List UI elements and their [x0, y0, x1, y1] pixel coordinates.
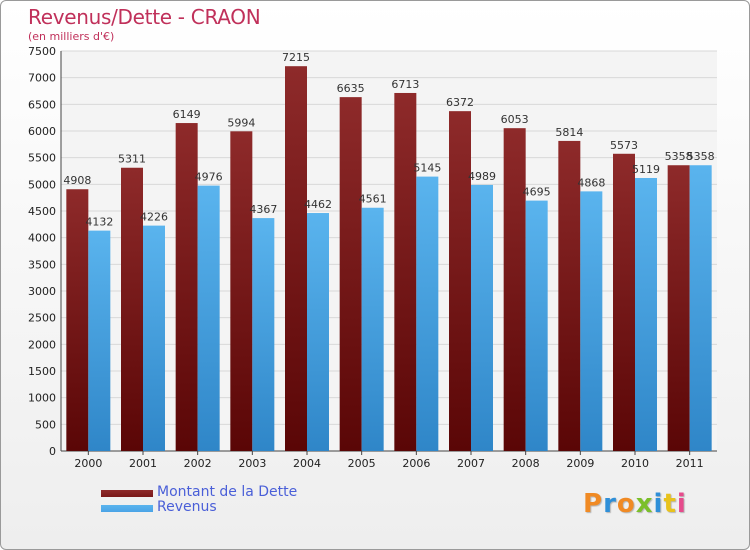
logo-letter: t	[663, 489, 677, 519]
data-label-dette: 5814	[555, 126, 583, 139]
data-label-revenus: 5119	[632, 163, 660, 176]
logo-letter: r	[603, 489, 617, 519]
bar-revenus	[307, 213, 329, 451]
proxiti-logo: Proxiti	[583, 489, 687, 519]
y-tick-label: 2000	[28, 338, 56, 351]
data-label-dette: 4908	[63, 174, 91, 187]
legend-label-revenus: Revenus	[157, 499, 217, 515]
data-label-revenus: 4868	[577, 176, 605, 189]
data-label-dette: 5311	[118, 153, 146, 166]
y-tick-label: 3500	[28, 258, 56, 271]
x-tick-label: 2009	[566, 457, 594, 470]
data-label-revenus: 4561	[359, 193, 387, 206]
x-tick-label: 2008	[512, 457, 540, 470]
x-tick-label: 2011	[676, 457, 704, 470]
data-label-dette: 5358	[665, 150, 693, 163]
x-tick-label: 2002	[184, 457, 212, 470]
data-label-dette: 6635	[337, 82, 365, 95]
bar-revenus	[197, 185, 220, 451]
y-tick-label: 500	[35, 418, 56, 431]
data-label-dette: 6372	[446, 96, 474, 109]
legend-swatch-revenus	[101, 505, 153, 512]
data-label-dette: 7215	[282, 51, 310, 64]
y-tick-label: 6500	[28, 98, 56, 111]
x-tick-label: 2010	[621, 457, 649, 470]
chart-subtitle: (en milliers d'€)	[28, 30, 115, 43]
bar-dette	[558, 140, 581, 452]
bar-revenus	[689, 165, 712, 452]
bar-revenus	[635, 177, 657, 451]
logo-letter: P	[583, 489, 604, 519]
logo-letter: o	[616, 489, 636, 519]
bar-revenus	[580, 191, 603, 451]
logo-letter: i	[676, 489, 687, 519]
x-tick-label: 2000	[74, 457, 102, 470]
bar-revenus	[143, 225, 165, 451]
legend-label-dette: Montant de la Dette	[157, 484, 298, 500]
bar-revenus	[525, 200, 548, 451]
data-label-revenus: 5358	[687, 150, 715, 163]
bar-dette	[394, 92, 417, 452]
y-tick-label: 7500	[28, 45, 56, 58]
logo-letter: x	[635, 489, 654, 519]
data-label-dette: 6713	[391, 78, 419, 91]
y-tick-label: 7000	[28, 72, 56, 85]
x-tick-label: 2003	[238, 457, 266, 470]
data-label-revenus: 5145	[413, 162, 441, 175]
bar-dette	[285, 66, 307, 451]
y-tick-label: 5000	[28, 178, 56, 191]
chart-title: Revenus/Dette - CRAON	[28, 5, 261, 29]
x-tick-label: 2004	[293, 457, 321, 470]
bar-dette	[175, 123, 198, 451]
bar-revenus	[88, 230, 111, 451]
y-tick-label: 0	[49, 445, 56, 458]
bar-dette	[121, 167, 143, 451]
y-tick-label: 4000	[28, 232, 56, 245]
bar-dette	[339, 97, 362, 451]
x-tick-label: 2006	[402, 457, 430, 470]
data-label-dette: 5573	[610, 139, 638, 152]
bar-revenus	[361, 207, 384, 451]
data-label-revenus: 4367	[249, 203, 277, 216]
bar-revenus	[471, 184, 493, 452]
x-tick-label: 2005	[348, 457, 376, 470]
x-tick-label: 2007	[457, 457, 485, 470]
data-label-dette: 6053	[501, 113, 529, 126]
y-tick-label: 3000	[28, 285, 56, 298]
bar-dette	[449, 111, 471, 451]
data-label-revenus: 4695	[523, 186, 551, 199]
y-tick-label: 2500	[28, 312, 56, 325]
y-tick-label: 6000	[28, 125, 56, 138]
data-label-revenus: 4226	[140, 211, 168, 224]
legend-swatch-dette	[101, 490, 153, 497]
logo-letter: i	[653, 489, 664, 519]
bar-dette	[230, 131, 253, 451]
data-label-revenus: 4462	[304, 198, 332, 211]
data-label-revenus: 4976	[195, 171, 223, 184]
x-tick-label: 2001	[129, 457, 157, 470]
data-label-revenus: 4132	[85, 216, 113, 229]
y-tick-label: 1500	[28, 365, 56, 378]
data-label-revenus: 4989	[468, 170, 496, 183]
bar-dette	[613, 153, 635, 452]
y-tick-label: 5500	[28, 152, 56, 165]
plot-area	[61, 51, 717, 451]
bar-dette	[66, 189, 89, 452]
bar-dette	[503, 128, 526, 451]
bar-revenus	[252, 218, 275, 451]
bar-revenus	[416, 176, 439, 451]
data-label-dette: 5994	[227, 116, 255, 129]
y-tick-label: 4500	[28, 205, 56, 218]
y-tick-label: 1000	[28, 392, 56, 405]
data-label-dette: 6149	[173, 108, 201, 121]
bar-dette	[667, 165, 690, 452]
